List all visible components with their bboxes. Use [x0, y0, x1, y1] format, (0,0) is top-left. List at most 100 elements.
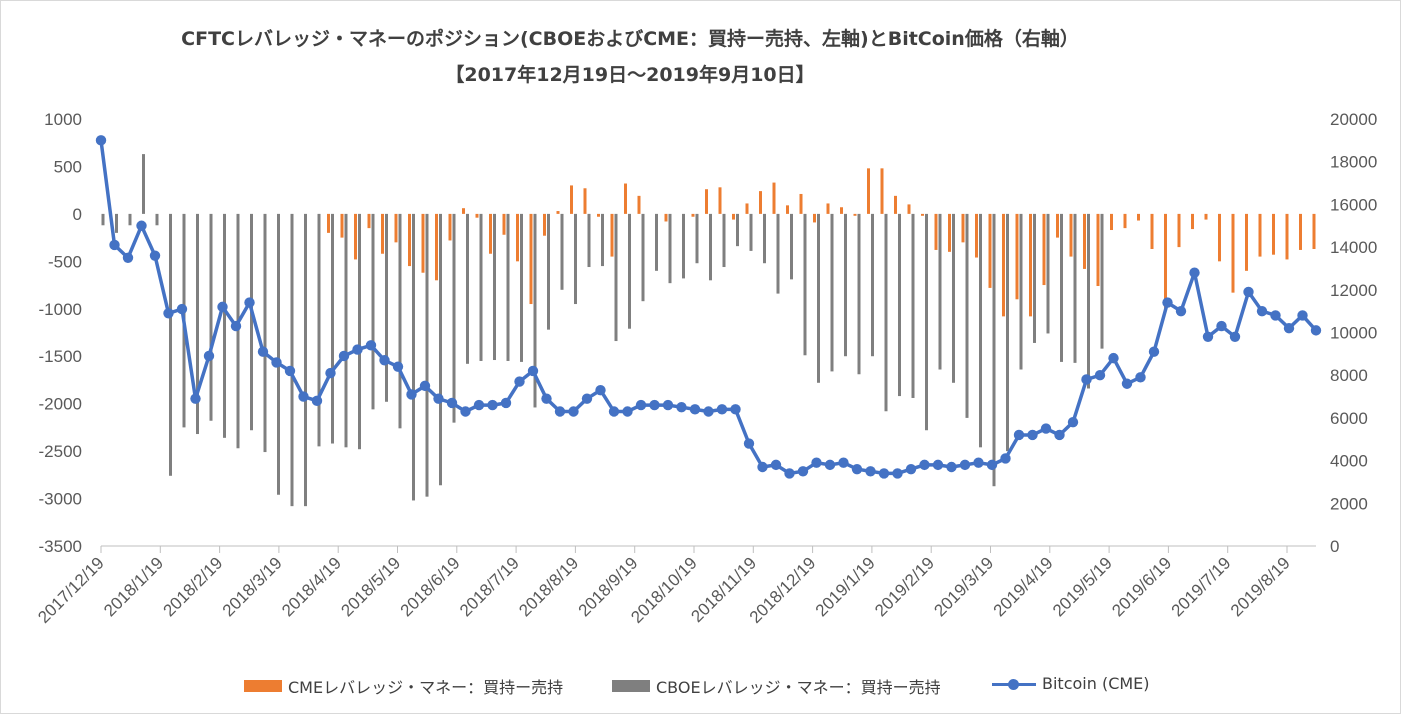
y-left-tick-label: 1000	[44, 110, 82, 129]
cboe-bar	[1060, 213, 1063, 362]
bitcoin-point	[635, 399, 647, 411]
x-tick-label: 2018/7/19	[456, 553, 523, 620]
cme-bar	[1123, 213, 1127, 229]
chart-title: CFTCレバレッジ・マネーのポジション(CBOEおよびCME：買持ー売持、左軸)…	[181, 28, 1079, 50]
legend-swatch-bitcoin	[992, 678, 1036, 690]
bitcoin-point	[500, 397, 512, 409]
cme-bar	[1029, 213, 1032, 317]
bitcoin-point	[392, 361, 404, 372]
bitcoin-point	[905, 463, 917, 475]
bitcoin-point	[770, 459, 782, 471]
cme-bar	[1312, 213, 1316, 249]
cme-bar	[408, 213, 411, 267]
cme-bar	[489, 213, 492, 254]
bitcoin-point	[95, 135, 107, 146]
cme-bar	[1258, 213, 1262, 257]
cboe-bar	[763, 213, 766, 264]
bitcoin-point	[811, 457, 822, 468]
bitcoin-point	[284, 365, 296, 377]
bitcoin-point	[1162, 297, 1173, 308]
cboe-bar	[1019, 213, 1023, 370]
bitcoin-point	[298, 391, 309, 402]
y-right-tick-label: 18000	[1330, 153, 1377, 172]
x-tick-label: 2019/2/19	[871, 553, 938, 620]
bitcoin-point	[257, 346, 269, 357]
cboe-bar	[655, 213, 658, 271]
y-right-tick-label: 16000	[1330, 195, 1377, 214]
cboe-bar	[641, 213, 645, 302]
cme-bar	[1218, 213, 1221, 262]
cme-bar	[475, 213, 479, 218]
cme-bar	[840, 207, 843, 214]
cboe-bar	[479, 213, 483, 361]
bitcoin-point	[1108, 352, 1119, 364]
bitcoin-point	[379, 355, 390, 366]
cme-bar	[907, 204, 911, 214]
x-tick-label: 2019/1/19	[812, 553, 879, 620]
cme-bar	[1150, 213, 1154, 249]
bitcoin-point	[541, 393, 552, 404]
bitcoin-point	[959, 459, 971, 471]
bitcoin-point	[1148, 346, 1160, 357]
cme-bar	[624, 183, 627, 214]
cme-bar	[435, 213, 438, 281]
bitcoin-point	[757, 461, 768, 473]
cboe-bar	[938, 213, 942, 370]
bitcoin-point	[311, 395, 323, 407]
cboe-bar	[925, 213, 928, 431]
cme-bar	[1110, 213, 1113, 231]
cboe-bar	[452, 213, 456, 423]
cboe-bar	[992, 213, 996, 487]
bitcoin-point	[892, 468, 903, 479]
cme-bar	[543, 213, 546, 236]
cboe-bar	[169, 213, 172, 476]
bitcoin-point	[608, 406, 620, 417]
bitcoin-point	[1256, 305, 1268, 317]
cme-bar	[961, 213, 965, 243]
cboe-bar	[830, 213, 834, 372]
cme-bar	[1204, 213, 1208, 220]
x-tick-label: 2017/12/19	[34, 553, 108, 627]
bitcoin-point	[1297, 310, 1308, 321]
cme-bar	[826, 203, 830, 214]
bitcoin-point	[1216, 320, 1227, 332]
cboe-bar	[857, 213, 861, 375]
bitcoin-point	[1243, 286, 1254, 298]
bitcoin-point	[568, 406, 579, 417]
cme-bar	[1069, 213, 1073, 257]
cboe-bar	[979, 213, 982, 448]
x-tick-label: 2018/1/19	[100, 553, 167, 620]
bitcoin-point	[716, 404, 728, 415]
bitcoin-point	[581, 393, 593, 404]
cme-bar	[1272, 213, 1275, 255]
bitcoin-point	[352, 344, 363, 355]
cboe-bar	[587, 213, 591, 268]
cme-bar	[718, 187, 722, 214]
bitcoin-point	[446, 397, 458, 409]
bitcoin-point	[325, 367, 336, 379]
cboe-bar	[277, 213, 280, 495]
bitcoin-point	[622, 406, 633, 417]
bitcoin-point	[838, 457, 849, 468]
bitcoin-point	[919, 459, 930, 471]
cboe-bar	[142, 154, 145, 214]
cboe-bar	[574, 213, 577, 305]
bitcoin-point	[878, 468, 890, 479]
y-right-tick-label: 0	[1330, 537, 1339, 556]
bitcoin-point	[1094, 370, 1106, 381]
x-tick-label: 2019/8/19	[1227, 553, 1294, 620]
cme-bar	[948, 213, 951, 252]
bitcoin-point	[1283, 323, 1295, 334]
cboe-bar	[331, 213, 334, 444]
cme-bar	[502, 213, 506, 235]
cboe-bar	[290, 213, 294, 507]
x-tick-label: 2019/6/19	[1108, 553, 1175, 620]
cme-bar	[1137, 213, 1140, 221]
cboe-bar	[952, 213, 955, 383]
bitcoin-point	[1189, 267, 1200, 278]
cboe-bar	[844, 213, 847, 357]
bitcoin-point	[1121, 378, 1133, 389]
bitcoin-point	[797, 466, 809, 477]
bitcoin-point	[190, 393, 201, 404]
